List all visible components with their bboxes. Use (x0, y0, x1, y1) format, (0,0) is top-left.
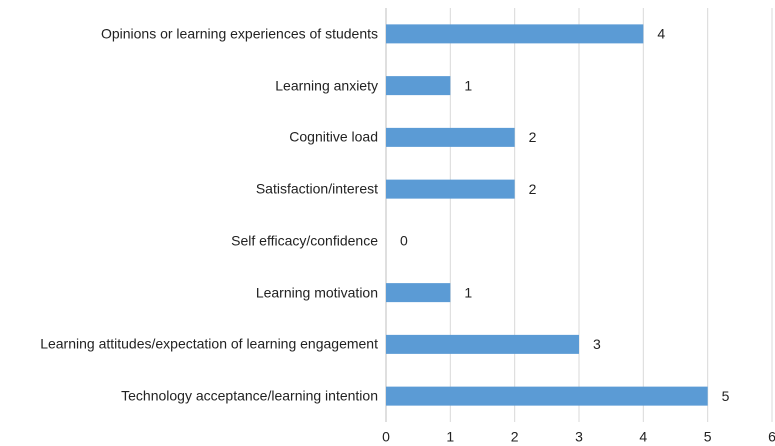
y-tick-label: Learning motivation (255, 284, 378, 301)
x-tick-label: 3 (575, 429, 583, 445)
x-tick-label: 5 (704, 429, 712, 445)
y-tick-label: Satisfaction/interest (255, 180, 378, 197)
bar (386, 283, 451, 303)
y-tick-label: Cognitive load (289, 128, 378, 145)
bar (386, 386, 708, 406)
bar (386, 179, 515, 199)
y-tick-label: Opinions or learning experiences of stud… (100, 25, 378, 42)
bar (386, 76, 451, 96)
y-tick-label: Learning attitudes/expectation of learni… (40, 335, 378, 352)
x-tick-label: 4 (639, 429, 647, 445)
x-tick-label: 6 (768, 429, 775, 445)
bar (386, 334, 579, 354)
bar (386, 24, 644, 44)
bar (386, 127, 515, 147)
x-tick-label: 1 (446, 429, 454, 445)
data-label: 0 (400, 233, 408, 249)
y-tick-label: Technology acceptance/learning intention (121, 387, 378, 404)
y-tick-label: Learning anxiety (275, 77, 378, 94)
data-label: 1 (464, 77, 472, 93)
x-tick-label: 2 (511, 429, 519, 445)
data-label: 1 (464, 284, 472, 300)
x-tick-label: 0 (382, 429, 390, 445)
data-label: 2 (529, 181, 537, 197)
data-label: 3 (593, 336, 601, 352)
y-tick-label: Self efficacy/confidence (231, 232, 378, 249)
data-label: 5 (722, 388, 730, 404)
data-label: 4 (657, 26, 665, 42)
data-label: 2 (529, 129, 537, 145)
